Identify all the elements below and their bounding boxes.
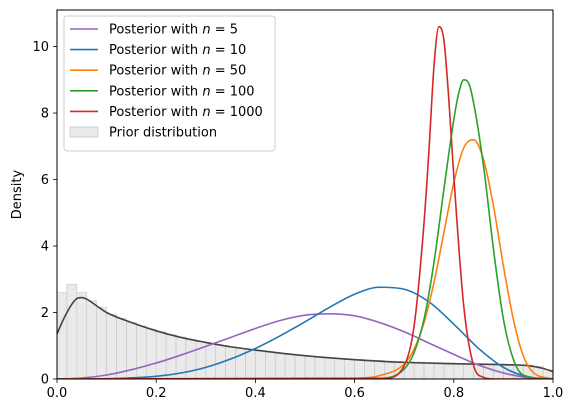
- histogram-bar: [354, 359, 365, 379]
- histogram-bar: [423, 362, 435, 379]
- x-axis: 0.0 0.2 0.4 0.6 0.8 1.0: [47, 379, 564, 401]
- histogram-bar: [86, 300, 97, 379]
- histogram-bar: [185, 339, 197, 379]
- histogram-bar: [255, 350, 266, 379]
- histogram-bar: [413, 361, 425, 379]
- plot-area: [57, 25, 553, 379]
- histogram-bar: [106, 313, 117, 379]
- histogram-bar: [284, 354, 296, 379]
- histogram-bar: [136, 325, 147, 379]
- histogram-bar: [76, 292, 88, 379]
- axes-frame: [56, 9, 554, 380]
- x-tick-label: 0.2: [146, 386, 167, 401]
- y-tick-label: 0: [41, 373, 49, 388]
- histogram-bar: [66, 283, 78, 379]
- histogram-bar: [453, 363, 465, 379]
- histogram-bar: [116, 318, 127, 379]
- legend-box: [63, 15, 276, 152]
- series-line-1: [57, 286, 553, 379]
- legend-label: Posterior with n = 5: [109, 23, 238, 38]
- series-line-0: [57, 313, 553, 379]
- series-lines: [57, 25, 553, 379]
- y-tick-label: 10: [32, 40, 49, 55]
- legend-label-histogram: Prior distribution: [109, 126, 217, 141]
- histogram-bar: [334, 358, 345, 379]
- legend-label: Posterior with n = 100: [109, 84, 255, 99]
- x-tick-label: 1.0: [543, 386, 564, 401]
- y-axis: 0 2 4 6 8 10: [32, 40, 57, 388]
- histogram-bar: [324, 357, 336, 379]
- legend-label: Posterior with n = 10: [109, 43, 246, 58]
- histogram-bar: [483, 363, 494, 379]
- legend: Posterior with n = 5 Posterior with n = 1…: [63, 15, 276, 152]
- x-tick-label: 0.4: [245, 386, 266, 401]
- y-tick-label: 4: [41, 240, 49, 255]
- histogram-bar: [304, 355, 316, 379]
- histogram-bar: [205, 343, 217, 379]
- series-line-4: [57, 25, 553, 379]
- histogram-bar: [314, 356, 326, 379]
- x-tick-label: 0.0: [47, 386, 68, 401]
- y-tick-label: 8: [41, 107, 49, 122]
- x-tick-label: 0.8: [443, 386, 464, 401]
- histogram-bar: [294, 355, 306, 379]
- y-tick-label: 6: [41, 173, 49, 188]
- histogram-bar: [344, 358, 355, 379]
- y-axis-label: Density: [10, 169, 25, 219]
- histogram-bar: [364, 359, 375, 379]
- x-tick-label: 0.6: [344, 386, 365, 401]
- legend-label: Posterior with n = 1000: [109, 105, 263, 120]
- y-tick-label: 2: [41, 306, 49, 321]
- histogram-bar: [245, 349, 256, 379]
- legend-label: Posterior with n = 50: [109, 64, 246, 79]
- histogram-bar: [443, 362, 455, 379]
- histogram-bar: [57, 292, 68, 379]
- histogram-bar: [274, 353, 286, 379]
- histogram-bar: [265, 352, 276, 379]
- series-line-3: [57, 79, 553, 379]
- histogram-bar: [155, 331, 167, 379]
- histogram-bar: [145, 328, 157, 379]
- histogram-bar: [225, 346, 236, 379]
- histogram-bar: [96, 307, 107, 379]
- series-line-5: [57, 296, 553, 373]
- histogram-bar: [463, 363, 474, 379]
- legend-swatch-histogram: [69, 126, 99, 138]
- histogram-bar: [433, 362, 445, 379]
